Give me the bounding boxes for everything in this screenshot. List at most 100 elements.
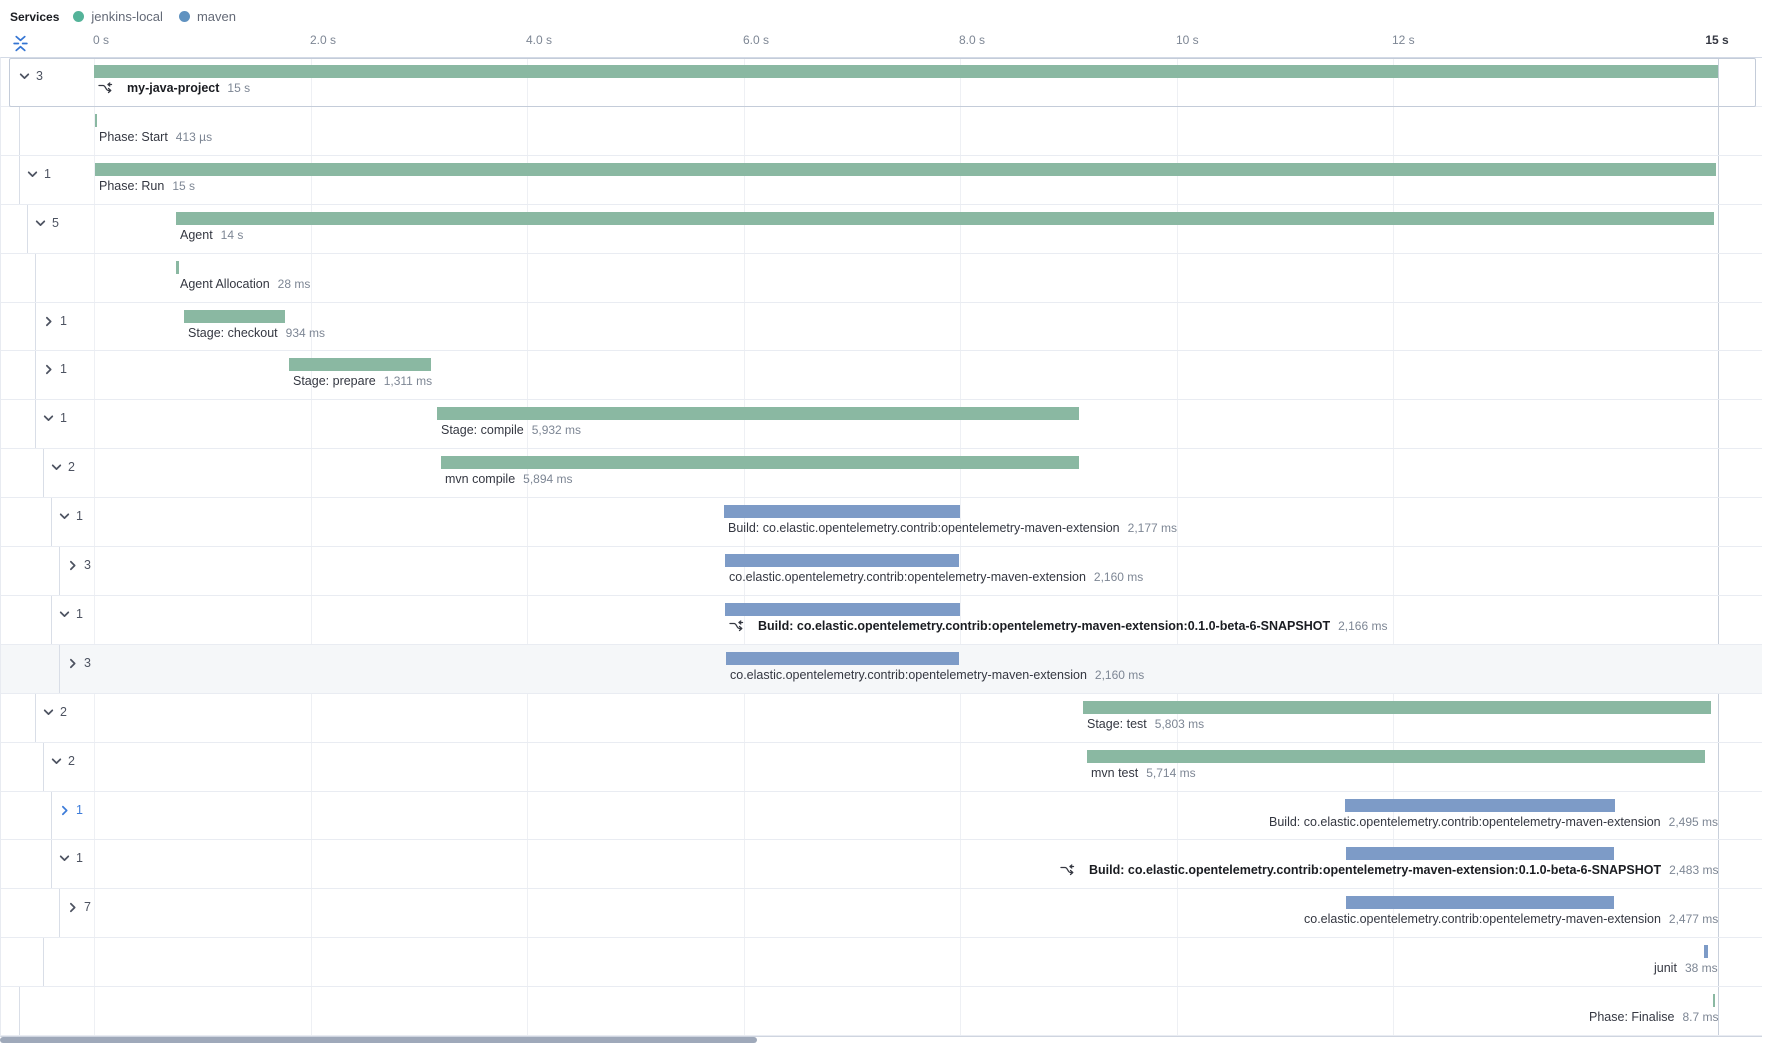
span-bar-jenkins-local[interactable] [437,407,1080,420]
span-label[interactable]: Phase: Start 413 µs [99,130,212,144]
span-bar-maven[interactable] [1344,799,1615,812]
collapse-children-button[interactable]: 1 [56,849,85,867]
span-label[interactable]: Phase: Run 15 s [99,179,195,193]
gridline [94,58,95,1036]
axis-tick-label: 12 s [1392,33,1415,47]
span-label[interactable]: Build: co.elastic.opentelemetry.contrib:… [728,521,1177,535]
span-bar-maven[interactable] [725,652,960,665]
waterfall-row[interactable]: 2 mvn test 5,714 ms [1,743,1762,792]
collapse-children-button[interactable]: 1 [56,605,85,623]
span-duration: 5,714 ms [1146,766,1196,780]
collapse-children-button[interactable]: 2 [48,458,77,476]
indent-guide [51,596,52,644]
waterfall-row[interactable]: Phase: Finalise 8.7 ms [1,987,1762,1036]
span-bar-jenkins-local[interactable] [441,456,1080,469]
span-label[interactable]: Stage: prepare 1,311 ms [293,374,432,388]
waterfall-row[interactable]: 1 Build: co.elastic.opentelemetry.contrib… [1,498,1762,547]
span-duration: 2,160 ms [1094,668,1145,682]
span-bar-maven[interactable] [724,554,959,567]
collapse-children-button[interactable]: 1 [56,507,85,525]
horizontal-scrollbar-thumb[interactable] [0,1037,757,1043]
indent-guide [51,498,52,546]
indent-guide [43,449,44,497]
span-bar-jenkins-local[interactable] [176,212,1714,225]
legend-item-jenkins-local[interactable]: jenkins-local [73,9,163,24]
expand-children-button[interactable]: 3 [64,654,93,672]
indent-guide [35,303,36,350]
span-label[interactable]: co.elastic.opentelemetry.contrib:opentel… [1304,912,1718,926]
span-label[interactable]: mvn compile 5,894 ms [445,472,573,486]
span-name: co.elastic.opentelemetry.contrib:opentel… [729,570,1086,584]
span-bar-jenkins-local[interactable] [94,65,1718,78]
span-label[interactable]: Agent 14 s [180,228,243,242]
span-duration: 5,894 ms [523,472,573,486]
collapse-children-button[interactable]: 2 [48,752,77,770]
collapse-children-button[interactable]: 2 [40,703,69,721]
chevron-down-icon [58,510,71,523]
chevron-down-icon [42,412,55,425]
waterfall-row[interactable]: 3 co.elastic.opentelemetry.contrib:opente… [1,645,1762,694]
expand-children-button[interactable]: 7 [64,898,93,916]
span-label[interactable]: Build: co.elastic.opentelemetry.contrib:… [1269,815,1718,829]
waterfall-row[interactable]: 2 Stage: test 5,803 ms [1,694,1762,743]
waterfall-row[interactable]: 3 co.elastic.opentelemetry.contrib:opente… [1,547,1762,596]
axis-tick-label: 15 s [1705,33,1729,47]
expand-children-button[interactable]: 1 [40,360,69,378]
span-bar-jenkins-local[interactable] [1082,701,1711,714]
expand-children-button[interactable]: 3 [64,556,93,574]
indent-guide [35,400,36,448]
waterfall-row[interactable]: 1 Phase: Run 15 s [1,156,1762,205]
legend-item-maven[interactable]: maven [178,9,236,24]
span-bar-jenkins-local[interactable] [1086,750,1706,763]
span-bar-maven[interactable] [1346,896,1615,909]
waterfall-row[interactable]: 2 mvn compile 5,894 ms [1,449,1762,498]
waterfall-row[interactable]: 1 Stage: checkout 934 ms [1,303,1762,351]
chevron-down-icon [18,70,31,83]
span-label[interactable]: my-java-project 15 s [98,81,250,95]
span-duration: 934 ms [285,326,326,340]
collapse-all-button[interactable] [12,33,32,53]
waterfall-row[interactable]: junit 38 ms [1,938,1762,987]
collapse-children-button[interactable]: 3 [16,67,45,85]
collapse-children-button[interactable]: 5 [32,214,61,232]
span-bar-jenkins-local[interactable] [94,114,97,127]
span-label[interactable]: Stage: checkout 934 ms [188,326,325,340]
span-bar-jenkins-local[interactable] [183,310,285,323]
span-label[interactable]: Stage: test 5,803 ms [1087,717,1204,731]
indent-guide [35,694,36,742]
span-bar-maven[interactable] [724,505,960,518]
span-label[interactable]: mvn test 5,714 ms [1091,766,1196,780]
waterfall-row[interactable]: 3 my-java-project 15 s [1,58,1762,107]
span-label[interactable]: junit 38 ms [1654,961,1718,975]
span-bar-jenkins-local[interactable] [176,261,179,274]
waterfall-row[interactable]: 1 Build: co.elastic.opentelemetry.contrib… [1,840,1762,889]
span-label[interactable]: Build: co.elastic.opentelemetry.contrib:… [729,619,1387,633]
waterfall-row[interactable]: 1 Build: co.elastic.opentelemetry.contrib… [1,596,1762,645]
span-label[interactable]: Build: co.elastic.opentelemetry.contrib:… [1060,863,1718,877]
collapse-children-button[interactable]: 1 [24,165,53,183]
waterfall-row[interactable]: 1 Stage: compile 5,932 ms [1,400,1762,449]
waterfall-row[interactable]: Agent Allocation 28 ms [1,254,1762,303]
span-label[interactable]: co.elastic.opentelemetry.contrib:opentel… [729,570,1143,584]
collapse-children-button[interactable]: 1 [40,409,69,427]
expand-children-button[interactable]: 1 [56,801,85,819]
span-label[interactable]: Agent Allocation 28 ms [180,277,310,291]
span-bar-jenkins-local[interactable] [95,163,1716,176]
waterfall-row[interactable]: 5 Agent 14 s [1,205,1762,254]
span-label[interactable]: co.elastic.opentelemetry.contrib:opentel… [730,668,1144,682]
span-bar-jenkins-local[interactable] [1712,994,1716,1007]
chevron-right-icon [66,657,79,670]
waterfall-row[interactable]: 1 Stage: prepare 1,311 ms [1,351,1762,400]
span-label[interactable]: Phase: Finalise 8.7 ms [1589,1010,1718,1024]
waterfall-row[interactable]: Phase: Start 413 µs [1,107,1762,156]
expand-children-button[interactable]: 1 [40,312,69,330]
waterfall-row[interactable]: 1 Build: co.elastic.opentelemetry.contrib… [1,792,1762,840]
span-bar-maven[interactable] [1345,847,1615,860]
span-label[interactable]: Stage: compile 5,932 ms [441,423,581,437]
waterfall-row[interactable]: 7 co.elastic.opentelemetry.contrib:opente… [1,889,1762,938]
span-bar-maven[interactable] [1704,945,1709,958]
span-bar-jenkins-local[interactable] [288,358,431,371]
gridline [1393,58,1394,1036]
span-bar-maven[interactable] [725,603,960,616]
